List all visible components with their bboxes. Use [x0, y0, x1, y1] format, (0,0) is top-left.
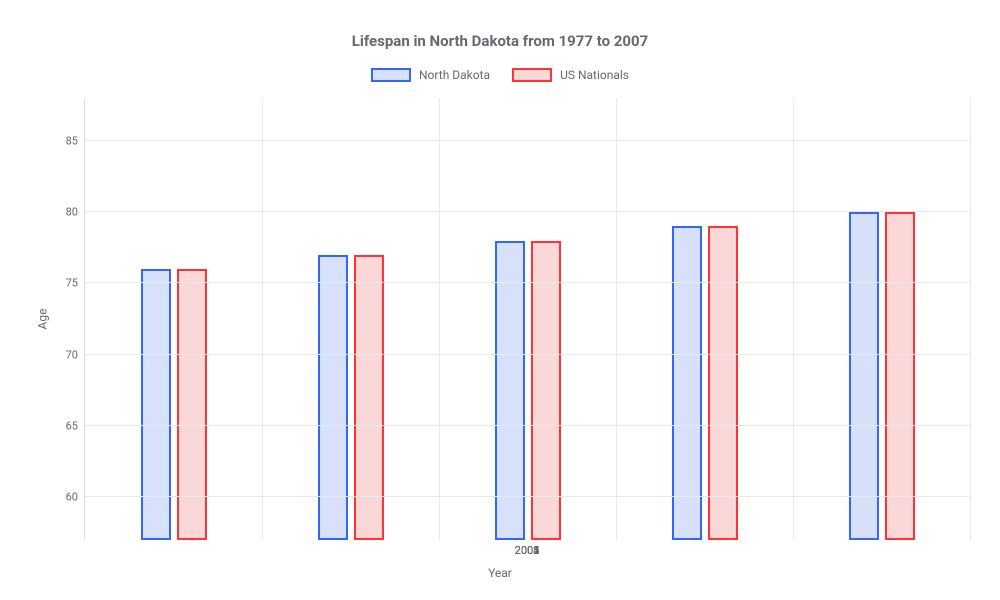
gridline-vertical	[970, 98, 971, 540]
chart-container: Lifespan in North Dakota from 1977 to 20…	[0, 0, 1000, 600]
bar	[177, 269, 207, 540]
gridline-vertical	[262, 98, 263, 540]
x-axis-label: Year	[488, 566, 512, 580]
bar	[531, 241, 561, 540]
bar	[885, 212, 915, 540]
legend-swatch	[512, 68, 552, 82]
gridline-horizontal	[85, 140, 970, 141]
legend-item: US Nationals	[512, 68, 629, 82]
gridline-vertical	[793, 98, 794, 540]
bar	[849, 212, 879, 540]
y-tick: 85	[66, 134, 78, 147]
legend-label: North Dakota	[419, 68, 490, 82]
bar	[672, 226, 702, 540]
y-tick: 60	[66, 491, 78, 504]
x-tick: 2005	[515, 544, 540, 557]
gridline-horizontal	[85, 211, 970, 212]
gridline-horizontal	[85, 496, 970, 497]
gridline-horizontal	[85, 354, 970, 355]
gridline-vertical	[439, 98, 440, 540]
legend-swatch	[371, 68, 411, 82]
legend: North Dakota US Nationals	[371, 68, 629, 82]
plot-area	[84, 98, 970, 540]
bar	[495, 241, 525, 540]
gridline-vertical	[616, 98, 617, 540]
y-tick: 75	[66, 277, 78, 290]
gridline-horizontal	[85, 282, 970, 283]
y-axis-label-wrap: Age	[30, 98, 54, 540]
bar	[708, 226, 738, 540]
y-axis-label: Age	[35, 309, 49, 330]
gridline-horizontal	[85, 425, 970, 426]
chart-title: Lifespan in North Dakota from 1977 to 20…	[352, 32, 648, 50]
bar	[141, 269, 171, 540]
plot-row: Age 60 65 70 75 80 85	[30, 98, 970, 540]
legend-item: North Dakota	[371, 68, 490, 82]
y-tick: 65	[66, 419, 78, 432]
y-axis-ticks: 60 65 70 75 80 85	[54, 98, 84, 540]
bars-layer	[85, 98, 970, 540]
y-tick: 80	[66, 206, 78, 219]
legend-label: US Nationals	[560, 68, 629, 82]
y-tick: 70	[66, 348, 78, 361]
